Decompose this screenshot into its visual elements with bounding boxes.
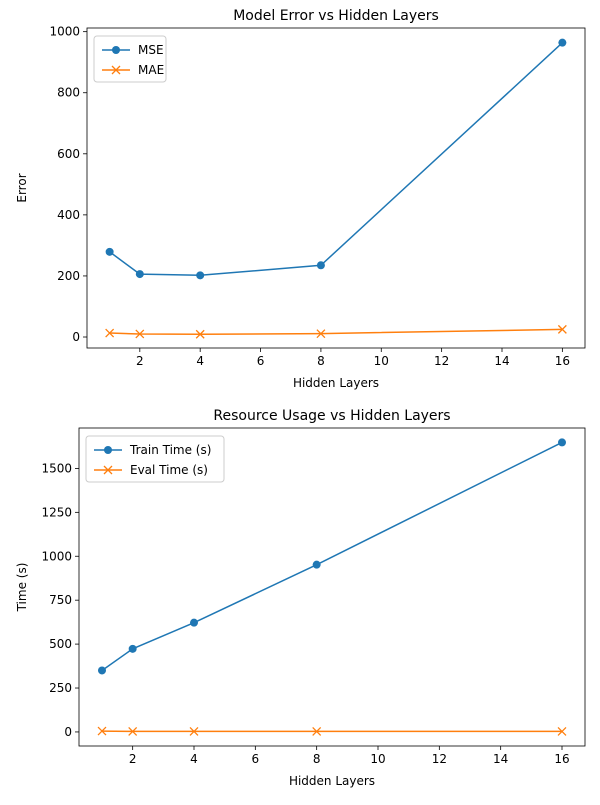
y-tick-label: 0 (64, 725, 72, 739)
x-tick-label: 16 (555, 354, 570, 368)
y-tick-label: 250 (49, 681, 72, 695)
x-tick-label: 8 (317, 354, 325, 368)
data-point (136, 270, 144, 278)
chart-title: Resource Usage vs Hidden Layers (213, 408, 450, 424)
data-point (558, 39, 566, 47)
x-tick-label: 12 (432, 752, 447, 766)
y-axis-label: Error (15, 173, 29, 202)
x-tick-label: 6 (252, 752, 260, 766)
legend-entry-2: MAE (138, 63, 164, 77)
x-tick-label: 4 (190, 752, 198, 766)
legend-marker-1 (112, 46, 120, 54)
legend-entry-1: MSE (138, 43, 164, 57)
x-tick-label: 4 (196, 354, 204, 368)
data-point (317, 261, 325, 269)
y-tick-label: 0 (72, 330, 80, 344)
data-point (106, 248, 114, 256)
y-tick-label: 600 (57, 147, 80, 161)
data-point (129, 645, 137, 653)
legend-marker-1 (104, 446, 112, 454)
x-tick-label: 16 (554, 752, 569, 766)
y-tick-label: 500 (49, 637, 72, 651)
y-tick-label: 1500 (41, 461, 72, 475)
data-point (98, 666, 106, 674)
y-tick-label: 200 (57, 269, 80, 283)
x-tick-label: 10 (374, 354, 389, 368)
data-point (558, 438, 566, 446)
chart-title: Model Error vs Hidden Layers (233, 8, 439, 24)
legend-entry-2: Eval Time (s) (130, 463, 208, 477)
y-tick-label: 750 (49, 593, 72, 607)
y-tick-label: 1000 (49, 25, 80, 39)
legend-entry-1: Train Time (s) (129, 443, 211, 457)
y-axis-label: Time (s) (15, 563, 29, 613)
data-point (313, 561, 321, 569)
x-tick-label: 2 (129, 752, 137, 766)
y-tick-label: 1250 (41, 505, 72, 519)
x-tick-label: 6 (257, 354, 265, 368)
y-tick-label: 1000 (41, 549, 72, 563)
x-tick-label: 14 (493, 752, 508, 766)
x-tick-label: 14 (494, 354, 509, 368)
y-tick-label: 800 (57, 86, 80, 100)
x-axis-label: Hidden Layers (293, 376, 379, 390)
x-tick-label: 8 (313, 752, 321, 766)
x-axis-label: Hidden Layers (289, 774, 375, 788)
data-point (196, 271, 204, 279)
x-tick-label: 2 (136, 354, 144, 368)
data-point (190, 619, 198, 627)
x-tick-label: 10 (370, 752, 385, 766)
x-tick-label: 12 (434, 354, 449, 368)
y-tick-label: 400 (57, 208, 80, 222)
